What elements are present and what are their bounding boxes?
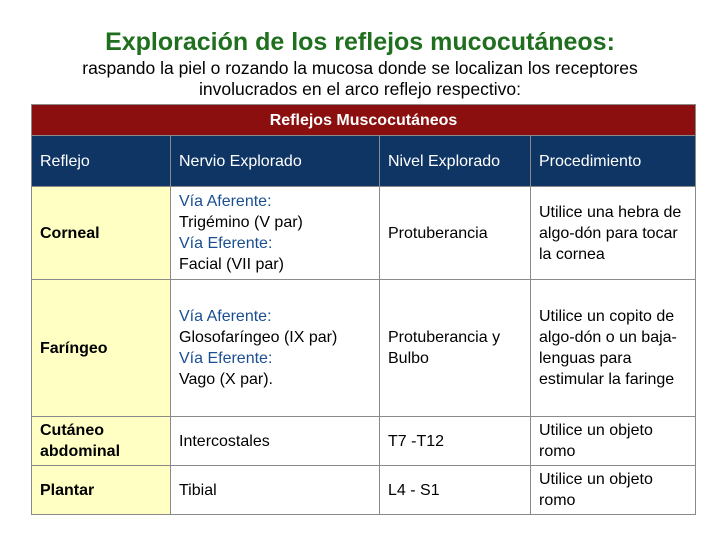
reflex-name: Faríngeo	[31, 279, 171, 417]
table-row: Corneal Vía Aferente: Trigémino (V par) …	[31, 186, 697, 280]
procedure-cell: Utilice una hebra de algo-dón para tocar…	[529, 186, 697, 280]
reflexes-table: Reflejos Muscocutáneos Reflejo Nervio Ex…	[30, 104, 697, 515]
procedure-cell: Utilice un objeto romo	[529, 465, 697, 515]
nerve-cell: Vía Aferente: Trigémino (V par) Vía Efer…	[170, 186, 380, 280]
reflex-name: Corneal	[31, 186, 171, 280]
level-cell: Protuberancia	[379, 186, 531, 280]
level-cell: L4 - S1	[379, 465, 531, 515]
afferent-label: Vía Aferente:	[179, 308, 272, 325]
reflex-name: Cutáneo abdominal	[31, 416, 171, 466]
table-row: Cutáneo abdominal Intercostales T7 -T12 …	[31, 416, 697, 466]
header-procedimiento: Procedimiento	[529, 135, 697, 187]
table-header-row: Reflejo Nervio Explorado Nivel Explorado…	[31, 135, 697, 187]
procedure-cell: Utilice un copito de algo-dón o un baja-…	[529, 279, 697, 417]
afferent-value: Glosofaríngeo (IX par)	[179, 329, 338, 346]
header-nervio: Nervio Explorado	[170, 135, 380, 187]
table-banner-row: Reflejos Muscocutáneos	[30, 104, 697, 136]
efferent-value: Vago (X par).	[179, 371, 273, 388]
table-banner: Reflejos Muscocutáneos	[30, 104, 697, 136]
nerve-cell: Vía Aferente: Glosofaríngeo (IX par) Vía…	[170, 279, 380, 417]
level-cell: T7 -T12	[379, 416, 531, 466]
slide-title: Exploración de los reflejos mucocutáneos…	[105, 28, 615, 56]
procedure-cell: Utilice un objeto romo	[529, 416, 697, 466]
header-reflejo: Reflejo	[31, 135, 171, 187]
slide-subtitle: raspando la piel o rozando la mucosa don…	[82, 58, 638, 99]
table-row: Faríngeo Vía Aferente: Glosofaríngeo (IX…	[31, 279, 697, 417]
header-nivel: Nivel Explorado	[379, 135, 531, 187]
efferent-label: Vía Eferente:	[179, 350, 273, 367]
reflex-name: Plantar	[31, 465, 171, 515]
afferent-label: Vía Aferente:	[179, 193, 272, 210]
efferent-label: Vía Eferente:	[179, 235, 273, 252]
nerve-cell: Intercostales	[170, 416, 380, 466]
afferent-value: Trigémino (V par)	[179, 214, 303, 231]
table-row: Plantar Tibial L4 - S1 Utilice un objeto…	[31, 465, 697, 515]
efferent-value: Facial (VII par)	[179, 256, 284, 273]
level-cell: Protuberancia y Bulbo	[379, 279, 531, 417]
nerve-cell: Tibial	[170, 465, 380, 515]
